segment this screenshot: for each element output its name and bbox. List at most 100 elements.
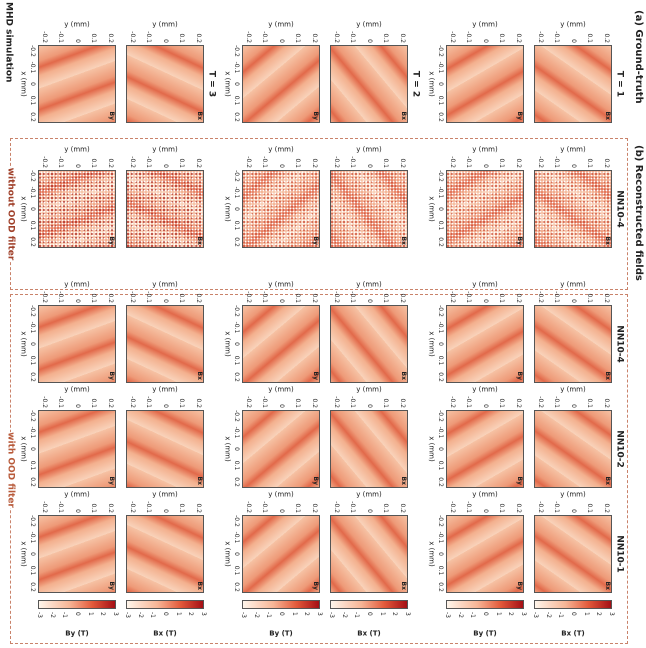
panel-label: By	[516, 237, 522, 245]
y-axis-label: y (mm)	[152, 387, 177, 394]
y-tick-label: -0.1	[554, 396, 560, 408]
x-tick-label: -0.2	[29, 45, 35, 57]
y-tick-label: 0.1	[587, 158, 593, 168]
y-tick-label: 0.1	[179, 33, 185, 43]
x-tick-label: 0.1	[29, 461, 35, 471]
y-axis-label: y (mm)	[356, 147, 381, 154]
y-axis-label: y (mm)	[152, 147, 177, 154]
header-b: (b) Reconstructed fields	[633, 145, 643, 281]
y-tick-label: -0.1	[554, 501, 560, 513]
footer-left: MHD simulation	[4, 2, 13, 82]
x-tick-label: -0.2	[233, 45, 239, 57]
y-tick-label: -0.2	[449, 291, 455, 303]
x-tick-label: -0.2	[29, 515, 35, 527]
colorbar-tick-label: 0	[278, 612, 284, 616]
heatmap-panel	[126, 45, 204, 123]
colorbar-tick-label: -1	[353, 612, 359, 618]
x-tick-label: 0.2	[29, 112, 35, 122]
heatmap-panel	[38, 305, 116, 383]
panel-label: By	[516, 582, 522, 590]
y-tick-label: 0.1	[587, 398, 593, 408]
y-tick-label: -0.2	[245, 31, 251, 43]
heatmap-panel	[126, 170, 204, 248]
heatmap-panel	[446, 170, 524, 248]
x-axis-label: x (mm)	[20, 331, 27, 356]
y-tick-label: -0.1	[262, 31, 268, 43]
panel-label: By	[312, 237, 318, 245]
y-tick-label: -0.1	[466, 31, 472, 43]
colorbar-tick-label: 1	[291, 612, 297, 616]
panel-label: Bx	[604, 112, 610, 120]
y-tick-label: 0.2	[399, 158, 405, 168]
y-tick-label: 0.1	[179, 293, 185, 303]
x-tick-label: -0.2	[29, 410, 35, 422]
x-tick-label: 0.2	[437, 477, 443, 487]
x-tick-label: 0.2	[437, 582, 443, 592]
y-tick-label: 0	[74, 39, 80, 43]
x-tick-label: -0.2	[437, 515, 443, 527]
panel-label: By	[312, 582, 318, 590]
y-tick-label: 0.1	[179, 158, 185, 168]
y-axis-label: y (mm)	[560, 147, 585, 154]
heatmap-panel	[446, 515, 524, 593]
y-tick-label: 0.1	[295, 33, 301, 43]
colorbar-tick-label: 0	[366, 612, 372, 616]
x-tick-label: -0.1	[233, 427, 239, 439]
x-axis-label: x (mm)	[224, 71, 231, 96]
heatmap-panel	[330, 170, 408, 248]
y-tick-label: 0	[366, 404, 372, 408]
y-tick-label: 0	[74, 299, 80, 303]
x-tick-label: 0	[233, 447, 239, 451]
y-tick-label: -0.1	[350, 501, 356, 513]
y-axis-label: y (mm)	[64, 492, 89, 499]
row-title: T = 2	[411, 71, 420, 97]
x-tick-label: -0.1	[29, 322, 35, 334]
colorbar	[126, 600, 204, 609]
x-tick-label: 0.1	[29, 96, 35, 106]
y-tick-label: 0.1	[91, 398, 97, 408]
footer-right: with OOD filter	[6, 432, 15, 508]
x-tick-label: 0.1	[233, 221, 239, 231]
x-tick-label: -0.1	[437, 427, 443, 439]
y-tick-label: 0	[278, 39, 284, 43]
x-axis-label: x (mm)	[224, 196, 231, 221]
colorbar-tick-label: 2	[391, 612, 397, 616]
y-tick-label: 0.2	[515, 503, 521, 513]
y-tick-label: 0	[570, 299, 576, 303]
colorbar-tick-label: -1	[265, 612, 271, 618]
y-tick-label: 0.2	[515, 398, 521, 408]
colorbar-label: Bx (T)	[153, 631, 176, 638]
y-tick-label: 0.1	[179, 398, 185, 408]
x-axis-label: x (mm)	[224, 436, 231, 461]
y-tick-label: 0.2	[311, 293, 317, 303]
x-tick-label: 0	[233, 82, 239, 86]
y-tick-label: 0.1	[499, 503, 505, 513]
row-title: T = 1	[615, 71, 624, 97]
x-axis-label: x (mm)	[20, 541, 27, 566]
colorbar-tick-label: 1	[175, 612, 181, 616]
colorbar-tick-label: -3	[124, 612, 130, 618]
y-tick-label: -0.1	[350, 156, 356, 168]
colorbar	[38, 600, 116, 609]
panel-label: By	[108, 372, 114, 380]
row-title: T = 3	[207, 71, 216, 97]
y-tick-label: -0.2	[333, 156, 339, 168]
x-tick-label: 0	[29, 342, 35, 346]
colorbar-tick-label: 0	[162, 612, 168, 616]
x-tick-label: 0.2	[233, 237, 239, 247]
y-tick-label: -0.1	[350, 31, 356, 43]
y-tick-label: -0.2	[129, 31, 135, 43]
colorbar-tick-label: -2	[137, 612, 143, 618]
x-tick-label: 0	[437, 207, 443, 211]
y-axis-label: y (mm)	[268, 492, 293, 499]
y-tick-label: 0.1	[587, 293, 593, 303]
colorbar-tick-label: 3	[200, 612, 206, 616]
x-tick-label: -0.2	[29, 170, 35, 182]
heatmap-panel	[38, 45, 116, 123]
y-tick-label: 0.1	[383, 398, 389, 408]
y-tick-label: 0.2	[107, 503, 113, 513]
y-tick-label: 0	[162, 299, 168, 303]
panel-label: By	[108, 112, 114, 120]
x-tick-label: -0.2	[437, 45, 443, 57]
x-tick-label: 0.2	[233, 112, 239, 122]
